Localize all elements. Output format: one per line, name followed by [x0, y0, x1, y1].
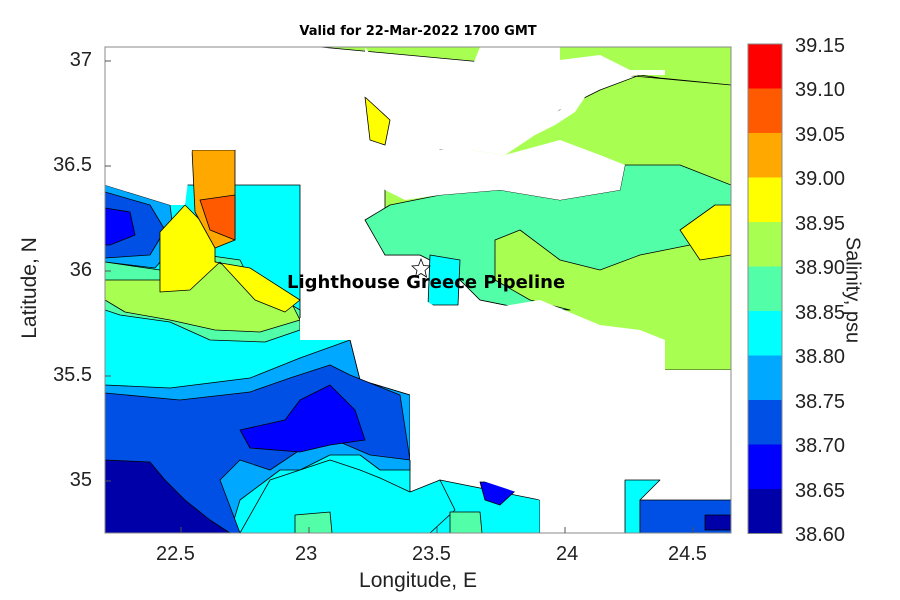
land-northeast	[470, 47, 665, 100]
contour-fill	[105, 47, 731, 533]
x-tick-label: 22.5	[156, 543, 195, 565]
x-tick-label: 24	[556, 543, 579, 565]
colorbar-bin	[748, 489, 782, 534]
region-l1-sw	[105, 459, 231, 533]
land-crete-arc	[300, 318, 365, 340]
map-title: Valid for 22-Mar-2022 1700 GMT	[299, 24, 537, 39]
region-l6-south	[294, 511, 333, 533]
region-l1-se	[704, 514, 731, 531]
colorbar	[747, 43, 783, 534]
y-axis-label: Latitude, N	[18, 237, 41, 339]
colorbar-bin	[748, 400, 782, 445]
colorbar-tick-label: 39.00	[795, 168, 846, 190]
colorbar-tick-label: 38.90	[795, 257, 846, 279]
y-tick-label: 35.5	[53, 364, 92, 386]
colorbar-tick-label: 38.85	[795, 302, 846, 324]
colorbar-tick-label: 38.60	[795, 524, 846, 546]
land-west	[105, 47, 235, 215]
region-l2-patch	[239, 384, 366, 453]
y-tick-label: 36.5	[53, 154, 92, 176]
colorbar-bin	[748, 222, 782, 267]
region-l6-south2	[449, 511, 483, 533]
colorbar-bin	[748, 44, 782, 89]
colorbar-tick-label: 38.70	[795, 435, 846, 457]
region-l3-nw	[105, 191, 166, 259]
pipeline-star-marker	[411, 257, 431, 278]
colorbar-tick-label: 38.80	[795, 346, 846, 368]
colorbar-tick-label: 38.95	[795, 213, 846, 235]
colorbar-bin	[748, 311, 782, 356]
y-tick-label: 36	[69, 259, 92, 281]
colorbar-tick-label: 39.10	[795, 79, 846, 101]
colorbar-bin	[748, 88, 782, 133]
colorbar-bin	[748, 355, 782, 400]
axis-ticks	[105, 60, 694, 533]
colorbar-tick-label: 38.75	[795, 391, 846, 413]
colorbar-tick-label: 39.05	[795, 124, 846, 146]
region-l10-peninsula	[199, 194, 236, 241]
land-center	[385, 140, 625, 200]
colorbar-title: Salinity, psu	[841, 236, 864, 344]
region-l8-east	[679, 204, 731, 261]
x-tick-label: 23.5	[412, 543, 451, 565]
region-l5-point	[427, 254, 461, 306]
colorbar-tick-label: 39.15	[795, 35, 846, 57]
region-l5-south	[239, 459, 456, 533]
region-l8-north	[364, 96, 391, 146]
colorbar-bin	[748, 444, 782, 489]
x-axis-label: Longitude, E	[359, 569, 477, 592]
colorbar-bin	[748, 177, 782, 222]
colorbar-bin	[748, 133, 782, 178]
region-l2-nw	[105, 207, 136, 246]
land-north	[365, 47, 585, 155]
y-tick-label: 35	[69, 469, 92, 491]
plot-frame	[104, 46, 732, 534]
land-southeast	[410, 290, 731, 533]
x-tick-label: 24.5	[668, 543, 707, 565]
y-tick-label: 37	[69, 49, 92, 71]
pipeline-label: Lighthouse Greece Pipeline	[287, 272, 566, 293]
colorbar-tick-label: 38.65	[795, 480, 846, 502]
x-tick-label: 23	[295, 543, 318, 565]
colorbar-bin	[748, 266, 782, 311]
